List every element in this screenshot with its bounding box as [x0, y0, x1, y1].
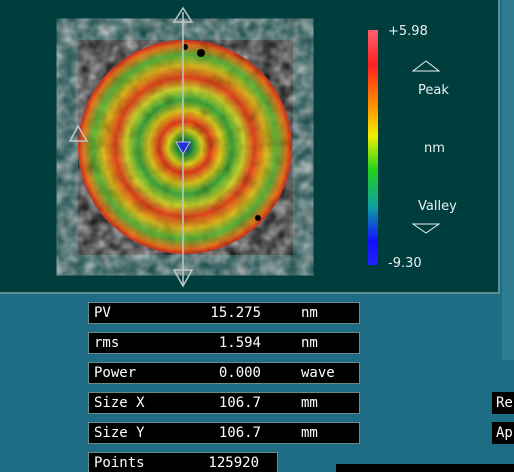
result-label: PV: [94, 305, 111, 321]
colorbar-unit: nm: [424, 141, 445, 156]
result-label: rms: [94, 335, 120, 351]
result-label: Points: [94, 455, 145, 471]
result-value: 106.7: [218, 425, 261, 441]
result-unit: mm: [301, 395, 318, 411]
result-value: 106.7: [218, 395, 261, 411]
bottom-tab: [336, 464, 514, 472]
result-value: 15.275: [210, 305, 261, 321]
result-label: Size X: [94, 395, 145, 411]
result-value: 0.000: [218, 365, 261, 381]
side-button[interactable]: Re: [492, 392, 514, 414]
result-row: PV 15.275 nm: [88, 302, 360, 324]
valley-label: Valley: [418, 199, 457, 214]
peak-label: Peak: [418, 83, 449, 98]
result-unit: wave: [301, 365, 335, 381]
side-strip: [502, 0, 514, 360]
result-row: Power 0.000 wave: [88, 362, 360, 384]
result-unit: nm: [301, 335, 318, 351]
result-label: Power: [94, 365, 137, 381]
result-row: Size Y 106.7 mm: [88, 422, 360, 444]
result-value: 1.594: [218, 335, 261, 351]
side-button[interactable]: Ap: [492, 422, 514, 444]
colorbar-min: -9.30: [388, 256, 422, 271]
result-row: rms 1.594 nm: [88, 332, 360, 354]
map-view: [68, 6, 441, 288]
result-row: Points 125920: [88, 452, 278, 472]
result-unit: mm: [301, 425, 318, 441]
result-label: Size Y: [94, 425, 145, 441]
result-unit: nm: [301, 305, 318, 321]
result-value: 125920: [208, 455, 259, 471]
colorbar-max: +5.98: [388, 24, 428, 39]
result-row: Size X 106.7 mm: [88, 392, 360, 414]
